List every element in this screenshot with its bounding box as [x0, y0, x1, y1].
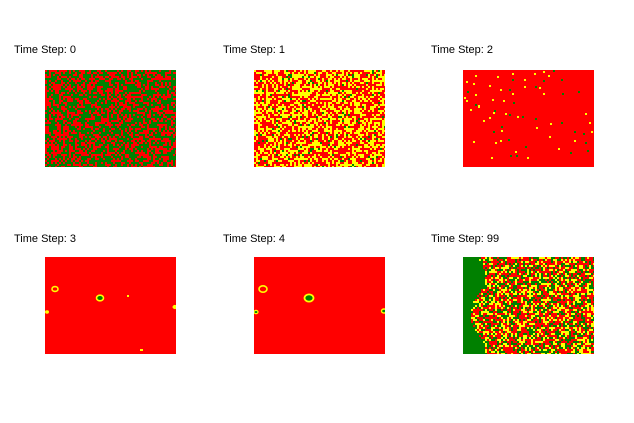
grid-image	[254, 257, 385, 354]
panel-step-2: Time Step: 2	[431, 44, 631, 194]
cell-grid	[45, 70, 176, 167]
cell-grid	[45, 257, 176, 354]
panel-step-3: Time Step: 3	[14, 233, 214, 383]
panel-title: Time Step: 3	[14, 233, 76, 245]
grid-image	[463, 70, 594, 167]
grid-image	[463, 257, 594, 354]
grid-image	[45, 257, 176, 354]
panel-step-99: Time Step: 99	[431, 233, 631, 383]
grid-image	[254, 70, 385, 167]
panel-title: Time Step: 99	[431, 233, 500, 245]
panel-title: Time Step: 1	[223, 44, 285, 56]
cell-grid	[463, 70, 594, 167]
panel-title: Time Step: 4	[223, 233, 285, 245]
panel-title: Time Step: 2	[431, 44, 493, 56]
cell-grid	[254, 257, 385, 354]
grid-image	[45, 70, 176, 167]
panel-title: Time Step: 0	[14, 44, 76, 56]
panel-step-4: Time Step: 4	[223, 233, 423, 383]
panel-step-1: Time Step: 1	[223, 44, 423, 194]
cell-grid	[463, 257, 594, 354]
cell-grid	[254, 70, 385, 167]
panel-step-0: Time Step: 0	[14, 44, 214, 194]
